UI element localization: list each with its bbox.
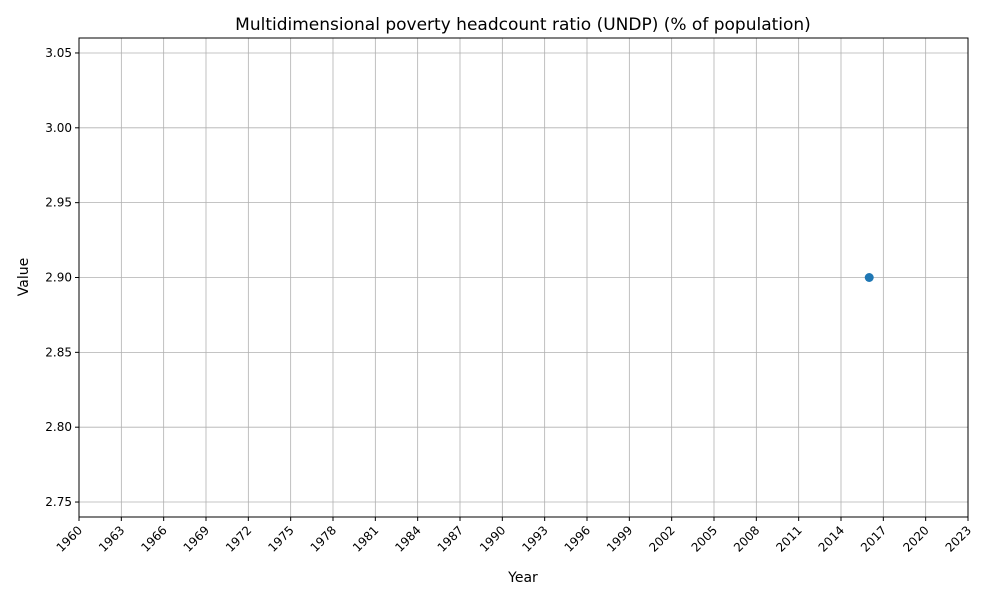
x-tick-label: 2017: [858, 523, 889, 554]
x-tick-label: 1981: [350, 523, 381, 554]
x-tick-label: 2014: [816, 523, 847, 554]
y-tick-label: 2.80: [45, 420, 72, 434]
x-tick-label: 2008: [731, 523, 762, 554]
y-axis: 2.75 2.80 2.85 2.90 2.95 3.00 3.05: [45, 46, 79, 509]
chart-title: Multidimensional poverty headcount ratio…: [235, 15, 811, 35]
x-tick-label: 2011: [773, 523, 804, 554]
x-tick-label: 2005: [689, 523, 720, 554]
y-tick-label: 2.75: [45, 495, 72, 509]
y-axis-label: Value: [16, 258, 32, 296]
x-tick-label: 1996: [562, 523, 593, 554]
x-tick-label: 1975: [265, 523, 296, 554]
y-tick-label: 2.95: [45, 196, 72, 210]
x-tick-label: 1987: [435, 523, 466, 554]
x-tick-label: 1978: [308, 523, 339, 554]
x-axis: 1960 1963 1966 1969 1972 1975 1978 1981 1984 1987…: [54, 517, 974, 555]
x-tick-label: 1993: [519, 523, 550, 554]
x-tick-label: 1960: [54, 523, 85, 554]
x-tick-label: 2002: [646, 523, 677, 554]
x-tick-label: 1969: [181, 523, 212, 554]
data-point: [864, 273, 874, 282]
y-tick-label: 3.00: [45, 121, 72, 135]
x-tick-label: 2023: [943, 523, 974, 554]
x-tick-label: 2020: [900, 523, 931, 554]
x-tick-label: 1999: [604, 523, 635, 554]
grid-lines: [78, 38, 969, 517]
x-tick-label: 1990: [477, 523, 508, 554]
y-tick-label: 3.05: [45, 46, 72, 60]
x-axis-label: Year: [507, 570, 538, 586]
x-tick-label: 1963: [96, 523, 127, 554]
x-tick-label: 1984: [392, 523, 423, 554]
data-points: [864, 273, 874, 282]
y-tick-label: 2.90: [45, 271, 72, 285]
x-tick-label: 1972: [223, 523, 254, 554]
x-tick-label: 1966: [138, 523, 169, 554]
y-tick-label: 2.85: [45, 345, 72, 359]
